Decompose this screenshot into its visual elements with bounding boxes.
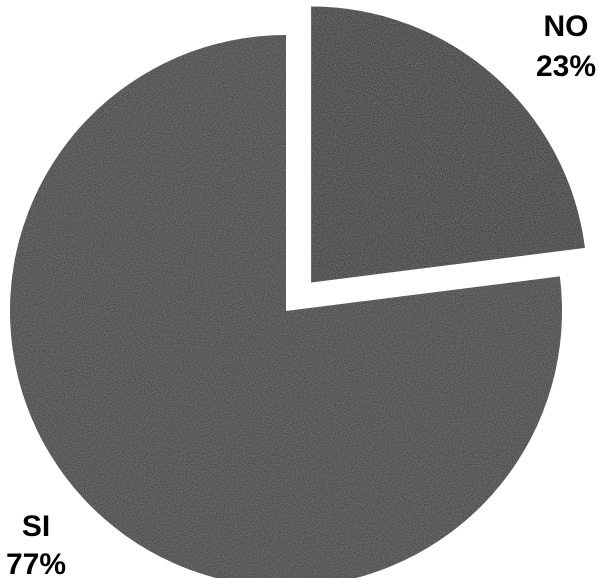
pie-slice-si — [10, 35, 562, 578]
pie-slice-no — [311, 6, 585, 283]
slice-value-no: 23% — [536, 50, 596, 83]
slice-value-si: 77% — [6, 548, 66, 578]
slice-label-si: SI — [22, 510, 50, 543]
slice-label-no: NO — [544, 10, 589, 43]
